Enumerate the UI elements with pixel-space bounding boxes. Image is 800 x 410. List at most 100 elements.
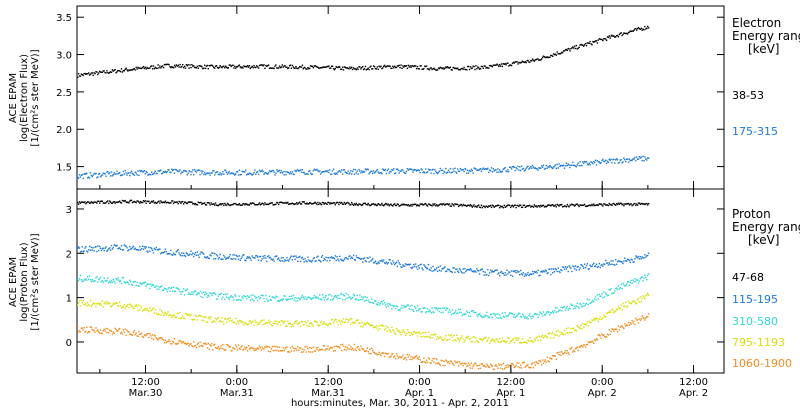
- proton-point-47-68: [249, 202, 251, 204]
- proton-point-310-580: [375, 303, 378, 305]
- electron-point-175-315: [235, 171, 238, 173]
- proton-point-47-68: [629, 203, 631, 205]
- electron-point-38-53: [318, 67, 320, 69]
- proton-point-115-195: [268, 257, 271, 259]
- electron-point-38-53: [332, 67, 335, 70]
- proton-point-310-580: [647, 274, 649, 277]
- proton-point-795-1193: [156, 313, 158, 316]
- proton-point-115-195: [309, 260, 312, 262]
- proton-point-310-580: [473, 311, 475, 314]
- proton-point-47-68: [618, 203, 621, 205]
- proton-point-115-195: [495, 269, 497, 271]
- proton-point-310-580: [626, 283, 628, 285]
- proton-point-47-68: [341, 203, 344, 205]
- electron-point-38-53: [579, 44, 581, 46]
- proton-point-795-1193: [166, 312, 168, 315]
- proton-point-47-68: [550, 205, 552, 207]
- electron-point-175-315: [472, 172, 474, 174]
- proton-point-310-580: [190, 293, 192, 295]
- proton-point-1060-1900: [403, 358, 405, 360]
- electron-point-175-315: [359, 170, 361, 172]
- proton-point-795-1193: [180, 317, 182, 320]
- proton-point-47-68: [107, 200, 109, 202]
- proton-point-310-580: [390, 304, 392, 307]
- electron-point-175-315: [476, 169, 478, 172]
- proton-point-795-1193: [330, 323, 332, 325]
- electron-point-38-53: [204, 67, 207, 69]
- electron-point-175-315: [518, 169, 520, 171]
- electron-point-175-315: [180, 172, 182, 175]
- proton-point-310-580: [584, 303, 587, 305]
- electron-point-175-315: [342, 169, 345, 171]
- proton-point-795-1193: [415, 331, 418, 334]
- electron-point-38-53: [224, 67, 226, 69]
- electron-point-175-315: [309, 172, 312, 174]
- electron-point-175-315: [571, 164, 573, 166]
- proton-point-310-580: [488, 316, 490, 319]
- proton-point-795-1193: [225, 321, 228, 324]
- proton-point-310-580: [140, 283, 143, 285]
- proton-point-310-580: [419, 308, 421, 310]
- proton-point-1060-1900: [644, 319, 646, 321]
- electron-point-175-315: [215, 171, 218, 173]
- proton-point-47-68: [98, 202, 101, 204]
- electron-point-175-315: [532, 166, 535, 168]
- proton-point-47-68: [554, 204, 557, 206]
- proton-point-310-580: [435, 307, 437, 310]
- proton-point-310-580: [246, 298, 248, 300]
- proton-point-795-1193: [527, 339, 529, 341]
- proton-point-795-1193: [227, 317, 230, 319]
- electron-point-38-53: [319, 67, 321, 69]
- electron-point-175-315: [227, 172, 230, 174]
- proton-point-47-68: [458, 204, 461, 207]
- electron-point-175-315: [516, 168, 518, 170]
- proton-point-115-195: [516, 269, 518, 272]
- proton-point-115-195: [83, 250, 85, 252]
- proton-point-115-195: [478, 270, 480, 272]
- electron-point-175-315: [505, 170, 507, 172]
- proton-point-47-68: [206, 202, 209, 204]
- proton-point-310-580: [340, 293, 342, 295]
- proton-point-795-1193: [177, 312, 179, 315]
- proton-point-1060-1900: [535, 361, 537, 363]
- proton-point-310-580: [326, 299, 328, 301]
- proton-point-310-580: [109, 281, 112, 284]
- proton-point-310-580: [408, 308, 410, 310]
- proton-point-47-68: [424, 203, 426, 205]
- proton-point-795-1193: [98, 303, 101, 306]
- proton-point-115-195: [334, 255, 336, 257]
- proton-point-115-195: [436, 267, 438, 269]
- proton-point-47-68: [346, 201, 348, 204]
- proton-point-310-580: [146, 283, 148, 286]
- proton-point-115-195: [324, 259, 326, 261]
- proton-point-47-68: [470, 205, 473, 207]
- electron-point-175-315: [221, 173, 223, 175]
- proton-point-47-68: [113, 201, 115, 203]
- electron-point-175-315: [371, 170, 373, 172]
- proton-point-310-580: [115, 278, 117, 280]
- electron-point-38-53: [641, 29, 643, 31]
- electron-point-175-315: [507, 169, 509, 171]
- proton-legend-item-795-1193: 795-1193: [732, 336, 785, 349]
- proton-point-1060-1900: [292, 347, 294, 349]
- proton-point-1060-1900: [319, 348, 321, 351]
- electron-point-175-315: [118, 172, 120, 174]
- proton-point-310-580: [442, 311, 444, 313]
- proton-point-310-580: [92, 280, 94, 282]
- proton-point-795-1193: [320, 321, 322, 324]
- proton-point-47-68: [426, 205, 429, 207]
- proton-point-1060-1900: [604, 336, 606, 338]
- proton-point-795-1193: [192, 319, 194, 321]
- proton-point-310-580: [594, 296, 597, 298]
- electron-point-175-315: [522, 167, 525, 170]
- proton-point-310-580: [204, 291, 207, 294]
- proton-point-115-195: [246, 257, 248, 259]
- electron-point-38-53: [153, 68, 156, 70]
- electron-point-38-53: [190, 66, 192, 69]
- proton-point-47-68: [559, 204, 561, 206]
- electron-point-175-315: [228, 170, 230, 173]
- proton-point-1060-1900: [615, 328, 618, 331]
- electron-point-175-315: [384, 168, 387, 171]
- proton-point-1060-1900: [558, 354, 560, 356]
- proton-point-47-68: [485, 205, 487, 207]
